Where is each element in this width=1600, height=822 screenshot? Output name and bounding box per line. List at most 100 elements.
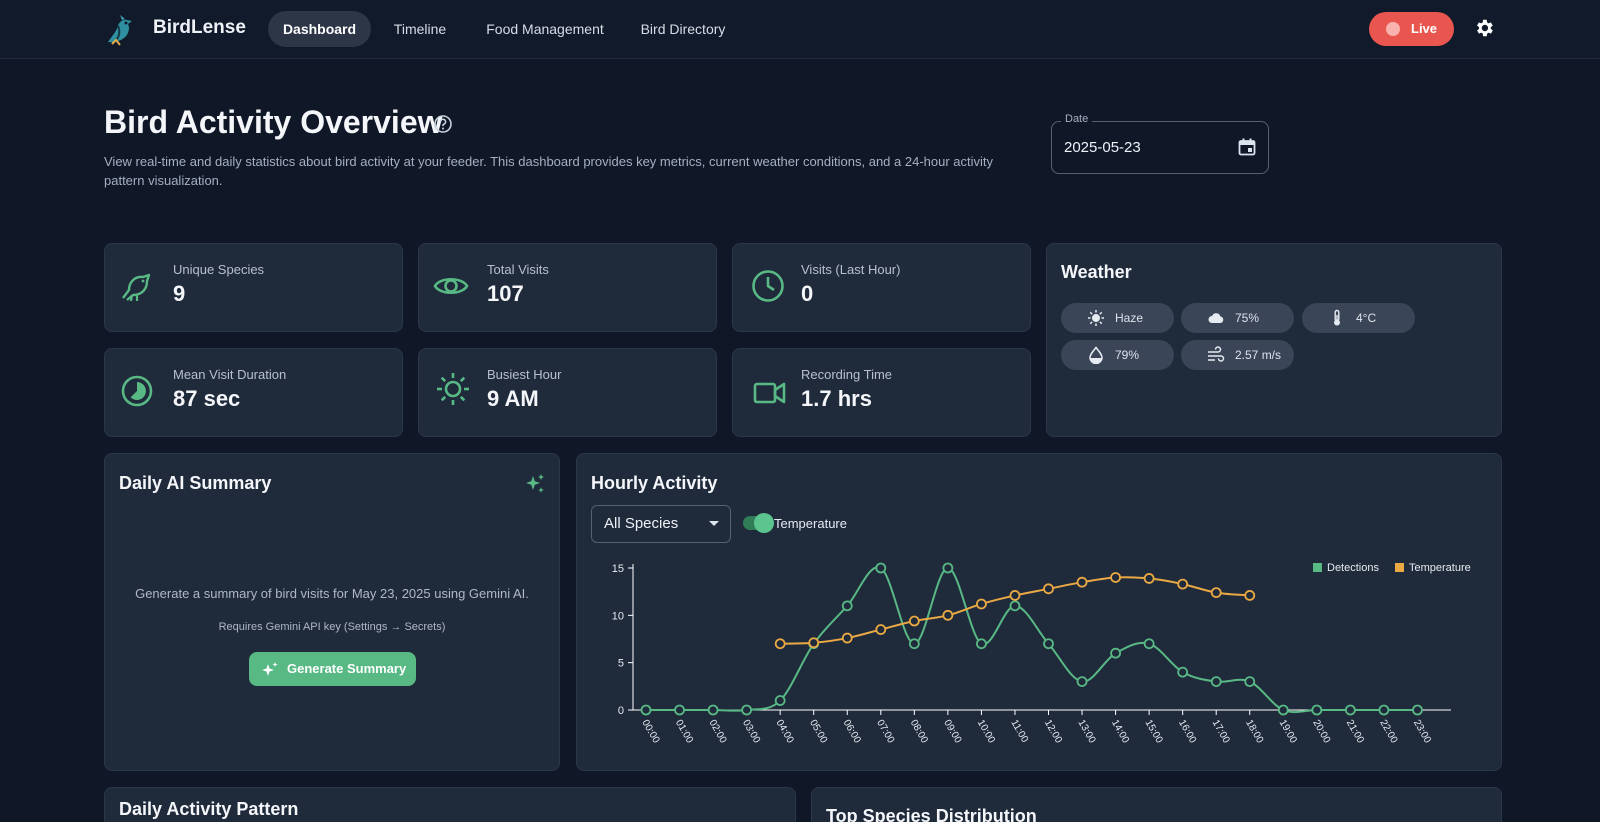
app-name: BirdLense (153, 17, 246, 38)
temperature-point (1009, 590, 1021, 601)
live-button[interactable]: Live (1369, 12, 1454, 46)
temperature-point (774, 638, 786, 650)
detections-point (674, 704, 685, 716)
detections-point (1311, 704, 1323, 716)
detections-point (1110, 647, 1121, 659)
settings-gear-icon[interactable] (1473, 17, 1495, 39)
x-tick-label: 02:00 (706, 718, 728, 746)
date-picker[interactable] (1051, 121, 1269, 174)
detections-point (741, 704, 753, 716)
detections-point (707, 704, 719, 716)
x-tick-label: 17:00 (1210, 718, 1232, 746)
y-tick-label: 15 (612, 563, 624, 575)
nav-bird-directory[interactable]: Bird Directory (640, 21, 726, 37)
date-value[interactable]: 2025-05-23 (1064, 139, 1141, 156)
nav-dashboard[interactable]: Dashboard (268, 11, 371, 47)
stat-label: Recording Time (801, 367, 893, 382)
detections-point (640, 704, 652, 716)
stat-card-visits-last-hour: Visits (Last Hour) 0 (732, 243, 1031, 332)
detections-point (1277, 704, 1289, 716)
detections-series-line (645, 566, 1418, 714)
weather-humidity-value: 79% (1115, 348, 1140, 362)
legend-swatch-temperature (1395, 563, 1404, 572)
species-filter-select[interactable]: All Species (591, 505, 731, 543)
detections-point (1344, 704, 1356, 716)
stat-value: 9 (173, 281, 186, 306)
eye-icon (433, 277, 469, 295)
weather-temperature-value: 4°C (1356, 311, 1377, 325)
x-tick-label: 08:00 (908, 718, 930, 746)
generate-summary-button[interactable]: Generate Summary (249, 652, 416, 686)
detections-point (976, 638, 987, 650)
help-icon[interactable] (433, 114, 453, 134)
temperature-toggle-label: Temperature (774, 516, 847, 531)
x-tick-label: 05:00 (807, 718, 829, 746)
weather-wind-value: 2.57 m/s (1235, 348, 1282, 362)
detections-point (908, 638, 920, 650)
x-tick-label: 18:00 (1243, 718, 1265, 746)
thermometer-icon (1334, 309, 1340, 326)
nav-timeline[interactable]: Timeline (393, 21, 447, 37)
x-tick-label: 13:00 (1075, 718, 1097, 746)
toggle-knob (754, 513, 774, 533)
weather-chip-cloud-cover: 75% (1181, 303, 1294, 333)
y-tick-label: 0 (618, 705, 624, 717)
calendar-icon[interactable] (1237, 137, 1257, 157)
weather-chip-temperature: 4°C (1302, 303, 1415, 333)
detections-point (774, 695, 786, 706)
stat-card-busiest-hour: Busiest Hour 9 AM (418, 348, 717, 437)
stat-label: Total Visits (487, 262, 549, 277)
x-tick-label: 14:00 (1109, 718, 1131, 746)
stat-card-mean-visit-duration: Mean Visit Duration 87 sec (104, 348, 403, 437)
nav-food-management[interactable]: Food Management (486, 21, 604, 37)
y-tick-label: 5 (618, 658, 624, 670)
daily-activity-pattern-title: Daily Activity Pattern (119, 799, 299, 819)
bird-icon (122, 273, 151, 302)
detections-point (1412, 704, 1423, 716)
top-species-distribution-title: Top Species Distribution (826, 806, 1037, 822)
x-tick-label: 00:00 (639, 718, 661, 746)
temperature-point (1110, 572, 1121, 583)
live-dot-icon (1386, 22, 1400, 36)
x-tick-label: 01:00 (673, 718, 695, 746)
top-navigation-bar: BirdLense Dashboard Timeline Food Manage… (0, 0, 1600, 59)
weather-chip-humidity: 79% (1061, 340, 1174, 370)
stat-value: 107 (487, 281, 524, 306)
humidity-drop-icon (1089, 346, 1103, 364)
temperature-toggle[interactable] (743, 513, 774, 533)
weather-chip-wind: 2.57 m/s (1181, 340, 1294, 370)
date-label: Date (1061, 113, 1093, 125)
temperature-point (1043, 583, 1054, 595)
video-camera-icon (753, 382, 786, 404)
bird-logo-icon[interactable] (102, 12, 140, 50)
ai-summary-title: Daily AI Summary (119, 473, 272, 493)
timelapse-icon (121, 375, 153, 407)
temperature-point (976, 598, 987, 610)
x-tick-label: 16:00 (1176, 718, 1198, 746)
detections-point (942, 562, 954, 574)
x-tick-label: 09:00 (941, 718, 963, 746)
legend-swatch-detections (1313, 563, 1322, 572)
live-label: Live (1411, 21, 1438, 36)
x-tick-label: 12:00 (1042, 718, 1064, 746)
detections-point (841, 600, 853, 612)
daily-activity-pattern-card (104, 787, 796, 822)
wind-icon (1208, 346, 1225, 362)
detections-point (1177, 666, 1189, 678)
top-species-distribution-card (811, 787, 1502, 822)
chevron-down-icon (709, 521, 719, 526)
clock-icon (752, 270, 784, 302)
sun-icon (1088, 310, 1104, 326)
ai-summary-card (104, 453, 560, 771)
stat-label: Visits (Last Hour) (801, 262, 901, 277)
stat-card-total-visits: Total Visits 107 (418, 243, 717, 332)
stat-value: 87 sec (173, 386, 241, 411)
x-tick-label: 19:00 (1277, 718, 1299, 746)
x-tick-label: 03:00 (740, 718, 762, 746)
detections-point (1043, 638, 1054, 650)
temperature-point (908, 615, 920, 627)
stat-label: Mean Visit Duration (173, 367, 287, 382)
x-tick-label: 06:00 (841, 718, 863, 746)
x-tick-label: 20:00 (1310, 718, 1332, 746)
stat-value: 9 AM (487, 386, 539, 411)
